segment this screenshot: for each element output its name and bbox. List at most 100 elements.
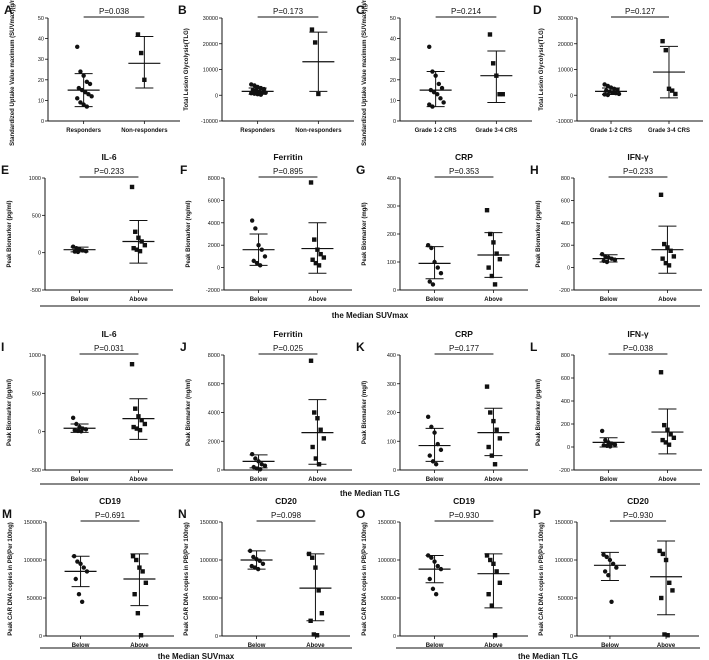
y-tick-label: 10 bbox=[38, 98, 44, 104]
data-point-circle bbox=[616, 91, 622, 97]
data-point-square bbox=[658, 370, 664, 375]
data-point-square bbox=[662, 422, 667, 428]
category-label: Below bbox=[426, 297, 444, 303]
data-point-square bbox=[134, 247, 140, 252]
panel-letter: P bbox=[533, 507, 541, 521]
data-point-square bbox=[660, 38, 665, 44]
data-point-circle bbox=[260, 561, 266, 566]
p-value-label: P=0.098 bbox=[271, 511, 302, 520]
data-point-circle bbox=[612, 442, 618, 447]
p-value-label: P=0.930 bbox=[623, 511, 654, 520]
data-point-square bbox=[494, 427, 499, 432]
data-point-circle bbox=[427, 44, 432, 50]
data-point-square bbox=[492, 633, 498, 638]
data-point-circle bbox=[436, 81, 442, 87]
y-axis-label: Peak CAR DNA copies in PB(Per 100ng) bbox=[184, 522, 190, 635]
y-tick-label: 0 bbox=[393, 288, 396, 294]
data-point-circle bbox=[427, 576, 432, 582]
chart-title: CD20 bbox=[275, 496, 297, 506]
chart-title: Ferritin bbox=[273, 152, 302, 162]
y-tick-label: 0 bbox=[393, 634, 396, 640]
category-label: Above bbox=[129, 477, 148, 483]
panel-letter: O bbox=[356, 507, 365, 521]
data-point-circle bbox=[87, 81, 93, 87]
data-point-square bbox=[497, 580, 503, 585]
category-label: Above bbox=[129, 297, 148, 303]
category-label: Below bbox=[426, 643, 444, 649]
data-point-square bbox=[671, 254, 677, 259]
data-point-square bbox=[319, 611, 325, 616]
y-tick-label: 150000 bbox=[24, 520, 42, 526]
data-point-square bbox=[142, 421, 148, 427]
y-tick-label: 500 bbox=[32, 391, 41, 397]
category-label: Responders bbox=[66, 128, 101, 134]
chart-title: CD19 bbox=[99, 496, 121, 506]
data-point-circle bbox=[603, 437, 608, 443]
p-value-label: P=0.031 bbox=[94, 344, 125, 353]
p-value-label: P=0.025 bbox=[273, 344, 304, 353]
data-point-square bbox=[139, 417, 144, 423]
data-point-square bbox=[670, 588, 675, 593]
p-value-label: P=0.233 bbox=[94, 167, 125, 176]
data-point-square bbox=[497, 92, 502, 97]
data-point-square bbox=[488, 410, 493, 415]
y-axis-label: Peak Biomarker (pg/ml) bbox=[7, 200, 13, 267]
footer-label: the Median TLG bbox=[518, 652, 578, 660]
data-point-circle bbox=[605, 92, 611, 98]
y-tick-label: 10 bbox=[390, 98, 396, 104]
data-point-circle bbox=[79, 599, 85, 604]
category-label: Above bbox=[308, 477, 327, 483]
data-point-square bbox=[130, 554, 136, 559]
data-point-circle bbox=[75, 44, 80, 50]
data-point-square bbox=[131, 424, 136, 430]
y-axis-label: Total Lesion Glycolysis(TLG) bbox=[184, 28, 190, 111]
y-tick-label: 600 bbox=[561, 376, 570, 382]
y-tick-label: 2000 bbox=[208, 243, 220, 249]
data-point-square bbox=[312, 40, 318, 45]
data-point-circle bbox=[430, 282, 436, 287]
data-point-square bbox=[309, 27, 315, 32]
y-tick-label: 30000 bbox=[558, 16, 573, 22]
panel-p: P CD20 P=0.930 0 50000 100000 150000 Peak CAR D… bbox=[533, 496, 699, 649]
y-tick-label: 1000 bbox=[29, 176, 41, 182]
data-point-circle bbox=[601, 552, 606, 557]
data-point-circle bbox=[70, 415, 76, 421]
data-point-square bbox=[312, 410, 317, 415]
category-label: Grade 1-2 CRS bbox=[590, 128, 632, 134]
category-label: Grade 1-2 CRS bbox=[415, 128, 457, 134]
data-point-circle bbox=[425, 414, 431, 420]
data-point-square bbox=[316, 263, 322, 268]
y-axis-label: Peak Biomarker (pg/ml) bbox=[536, 379, 542, 446]
panel-j: J Ferritin P=0.025 0 2000 4000 6000 8000 Peak Bi… bbox=[180, 329, 352, 483]
data-point-square bbox=[657, 548, 662, 554]
data-point-circle bbox=[84, 79, 90, 85]
chart-title: IFN-γ bbox=[627, 329, 649, 339]
chart-title: CD19 bbox=[453, 496, 475, 506]
y-axis-label: Peak Biomarker (ng/ml) bbox=[186, 200, 192, 267]
chart-title: CD20 bbox=[627, 496, 649, 506]
y-tick-label: 0 bbox=[215, 634, 218, 640]
y-axis-label: Peak Biomarker (mg/l) bbox=[362, 381, 368, 444]
data-point-circle bbox=[438, 447, 444, 453]
data-point-square bbox=[308, 180, 314, 185]
y-tick-label: 0 bbox=[393, 119, 396, 125]
y-tick-label: 500 bbox=[32, 213, 41, 219]
data-point-square bbox=[133, 229, 138, 234]
y-tick-label: 50 bbox=[390, 16, 396, 22]
y-tick-label: 30000 bbox=[203, 16, 218, 22]
panel-i: I IL-6 P=0.031 -500 0 500 1000 Peak Biomarker (… bbox=[1, 329, 173, 483]
y-tick-label: 0 bbox=[217, 266, 220, 272]
y-tick-label: 0 bbox=[217, 468, 220, 474]
chart-title: Ferritin bbox=[273, 329, 302, 339]
y-tick-label: 150000 bbox=[378, 520, 396, 526]
panel-letter: K bbox=[356, 340, 365, 354]
data-point-square bbox=[663, 47, 668, 53]
y-tick-label: 2000 bbox=[208, 439, 220, 445]
y-tick-label: 100 bbox=[387, 439, 396, 445]
data-point-circle bbox=[609, 599, 614, 604]
y-tick-label: 50 bbox=[38, 16, 44, 22]
data-point-square bbox=[669, 88, 675, 93]
data-point-square bbox=[131, 245, 136, 251]
y-tick-label: 200 bbox=[561, 243, 570, 249]
y-tick-label: 400 bbox=[387, 176, 396, 182]
